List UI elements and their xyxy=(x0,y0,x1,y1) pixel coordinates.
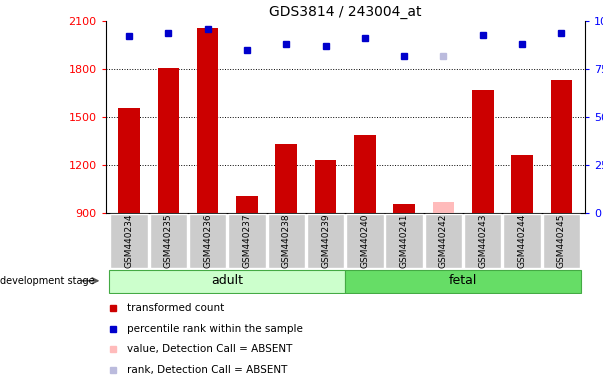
Bar xyxy=(393,204,415,213)
Text: rank, Detection Call = ABSENT: rank, Detection Call = ABSENT xyxy=(127,365,288,375)
Title: GDS3814 / 243004_at: GDS3814 / 243004_at xyxy=(269,5,421,19)
Bar xyxy=(229,214,266,268)
Text: GSM440236: GSM440236 xyxy=(203,214,212,268)
Text: GSM440241: GSM440241 xyxy=(400,214,409,268)
Text: percentile rank within the sample: percentile rank within the sample xyxy=(127,324,303,334)
Bar xyxy=(236,195,258,213)
Text: development stage: development stage xyxy=(0,276,95,286)
Bar xyxy=(425,214,462,268)
Bar xyxy=(110,214,148,268)
Text: GSM440240: GSM440240 xyxy=(361,214,370,268)
Bar xyxy=(276,144,297,213)
Bar xyxy=(118,108,140,213)
Bar xyxy=(307,214,344,268)
Bar xyxy=(551,80,572,213)
Bar xyxy=(472,90,493,213)
Bar xyxy=(346,214,384,268)
Text: GSM440242: GSM440242 xyxy=(439,214,448,268)
Text: value, Detection Call = ABSENT: value, Detection Call = ABSENT xyxy=(127,344,292,354)
Text: transformed count: transformed count xyxy=(127,303,224,313)
Bar xyxy=(432,202,454,213)
Text: GSM440234: GSM440234 xyxy=(125,214,134,268)
Bar xyxy=(504,214,541,268)
Text: GSM440238: GSM440238 xyxy=(282,214,291,268)
Bar xyxy=(189,214,226,268)
Bar xyxy=(157,68,179,213)
Bar xyxy=(150,214,187,268)
Bar xyxy=(464,214,502,268)
Text: GSM440235: GSM440235 xyxy=(164,214,173,268)
Text: adult: adult xyxy=(211,274,244,287)
Text: GSM440237: GSM440237 xyxy=(242,214,251,268)
Text: GSM440244: GSM440244 xyxy=(517,214,526,268)
Bar xyxy=(511,155,533,213)
Bar xyxy=(110,270,345,293)
Text: GSM440239: GSM440239 xyxy=(321,214,330,268)
Bar xyxy=(354,135,376,213)
Bar xyxy=(345,270,581,293)
Text: GSM440243: GSM440243 xyxy=(478,214,487,268)
Bar xyxy=(315,161,336,213)
Bar xyxy=(268,214,305,268)
Bar xyxy=(197,28,218,213)
Bar xyxy=(543,214,580,268)
Text: fetal: fetal xyxy=(449,274,478,287)
Bar xyxy=(385,214,423,268)
Text: GSM440245: GSM440245 xyxy=(557,214,566,268)
